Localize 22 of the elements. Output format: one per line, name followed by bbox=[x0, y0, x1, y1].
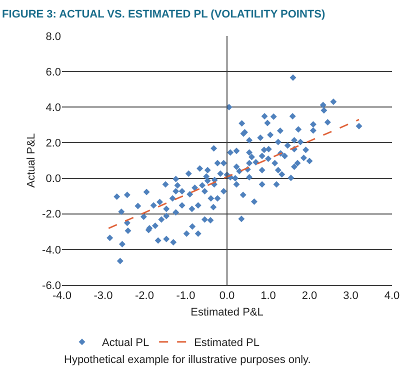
x-tick-label: -3.0 bbox=[94, 290, 113, 302]
y-tick-label: -4.0 bbox=[42, 244, 61, 256]
y-axis-title: Actual P&L bbox=[26, 133, 38, 188]
x-tick-label: 1.0 bbox=[260, 290, 276, 302]
y-tick-label: 0.0 bbox=[46, 173, 61, 186]
chart-title: FIGURE 3: ACTUAL VS. ESTIMATED PL (VOLATILITY POINTS) bbox=[2, 8, 326, 20]
legend-label: Actual PL bbox=[102, 337, 150, 350]
y-tick-label: -6.0 bbox=[42, 280, 61, 292]
x-tick-label: 2.0 bbox=[302, 290, 318, 302]
text: Hypothetical example for illustrative purposes only. bbox=[64, 354, 311, 366]
y-tick-label: 2.0 bbox=[46, 138, 61, 150]
x-tick-label: 4.0 bbox=[384, 290, 400, 302]
legend-label: Estimated PL bbox=[194, 337, 260, 350]
x-tick-label: 0.0 bbox=[219, 290, 235, 302]
y-tick-label: 6.0 bbox=[46, 66, 61, 78]
x-axis-title: Estimated P&L bbox=[190, 306, 264, 318]
x-tick-label: -2.0 bbox=[135, 290, 154, 302]
y-tick-label: 8.0 bbox=[46, 30, 61, 43]
x-tick-label: 3.0 bbox=[343, 290, 358, 302]
y-tick-label: 4.0 bbox=[46, 102, 61, 114]
x-tick-label: -1.0 bbox=[176, 290, 196, 302]
y-tick-label: -2.0 bbox=[42, 208, 61, 221]
